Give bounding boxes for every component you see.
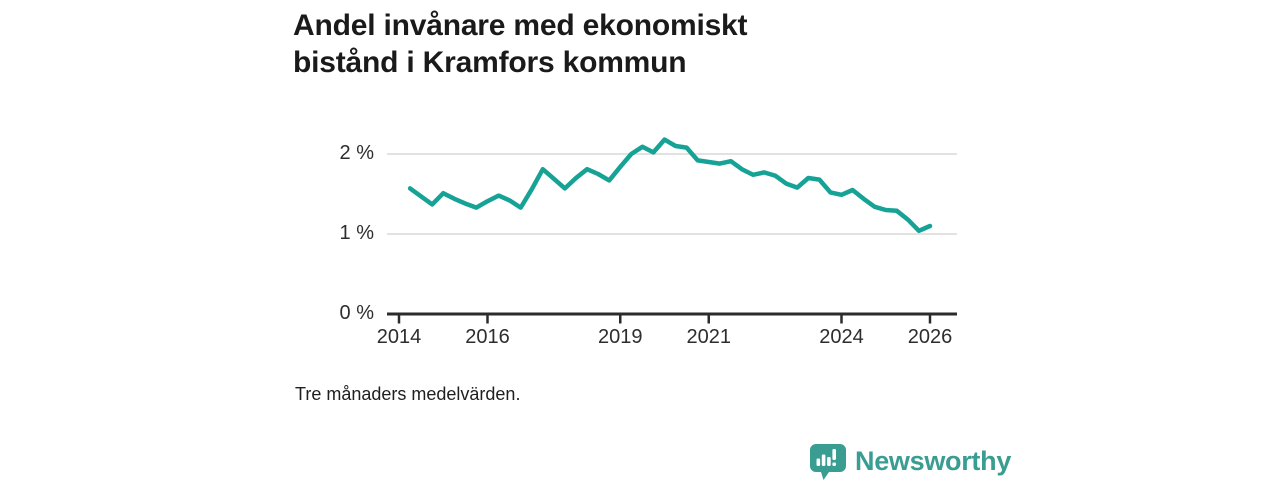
page-title-line2: bistånd i Kramfors kommun: [293, 46, 687, 79]
brand-name: Newsworthy: [855, 446, 1012, 476]
footnote: Tre månaders medelvärden.: [295, 384, 521, 404]
page-title: Andel invånare med ekonomiskt bistånd i …: [293, 7, 748, 81]
y-tick-label-2: 2 %: [339, 142, 374, 164]
x-tick-label-2019: 2019: [598, 326, 643, 348]
x-tick-label-2024: 2024: [819, 326, 864, 348]
data-line: [407, 137, 933, 234]
brand-logo: Newsworthy: [808, 441, 1012, 480]
x-tick-label-2016: 2016: [465, 326, 510, 348]
gridlines: [387, 153, 957, 235]
x-axis: [387, 312, 957, 324]
x-tick-label-2021: 2021: [686, 326, 732, 348]
x-tick-label-2014: 2014: [376, 326, 422, 348]
x-tick-label-2026: 2026: [907, 326, 953, 348]
page-title-line1: Andel invånare med ekonomiskt: [293, 9, 748, 42]
y-tick-label-1: 1 %: [339, 222, 374, 244]
bar-chart-speech-bubble-icon: [810, 444, 846, 480]
y-tick-label-0: 0 %: [339, 302, 374, 324]
